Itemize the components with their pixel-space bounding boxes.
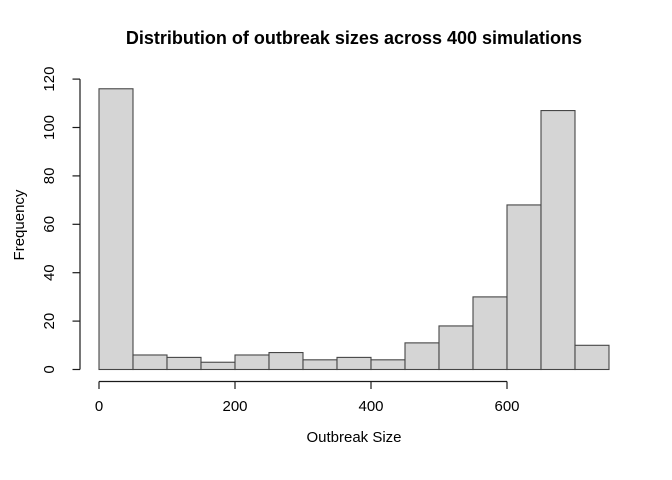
tick-labels-layer: 0 200 400 600 0 20 40 60 80 100 120 [41,67,520,415]
x-tick-label: 600 [494,398,519,415]
histogram-bar [166,356,202,371]
y-tick-label: 0 [41,365,58,373]
histogram-bar [132,354,168,371]
x-axis-label: Outbreak Size [306,429,401,446]
y-tick-label: 60 [41,216,58,233]
histogram-bar [370,359,406,371]
histogram-bar [268,352,304,371]
plot-title: Distribution of outbreak sizes across 40… [126,28,582,48]
x-tick-label: 200 [222,398,247,415]
histogram-bar [574,344,610,371]
bars-layer [98,88,610,371]
histogram-bar [98,88,134,371]
y-tick-label: 120 [41,67,58,92]
histogram-bar [302,359,338,371]
histogram-bar [200,361,236,371]
axes-layer [72,78,508,389]
x-tick-label: 0 [95,398,103,415]
histogram-bar [540,110,576,371]
y-tick-label: 100 [41,115,58,140]
y-tick-label: 80 [41,168,58,185]
y-tick-label: 40 [41,264,58,281]
y-tick-label: 20 [41,313,58,330]
histogram-bar [506,204,542,371]
histogram-bar [234,354,270,371]
y-axis-label: Frequency [11,189,28,260]
histogram-bar [438,325,474,371]
histogram-bar [404,342,440,371]
histogram-bar [336,356,372,371]
histogram-bar [472,296,508,371]
x-tick-label: 400 [358,398,383,415]
